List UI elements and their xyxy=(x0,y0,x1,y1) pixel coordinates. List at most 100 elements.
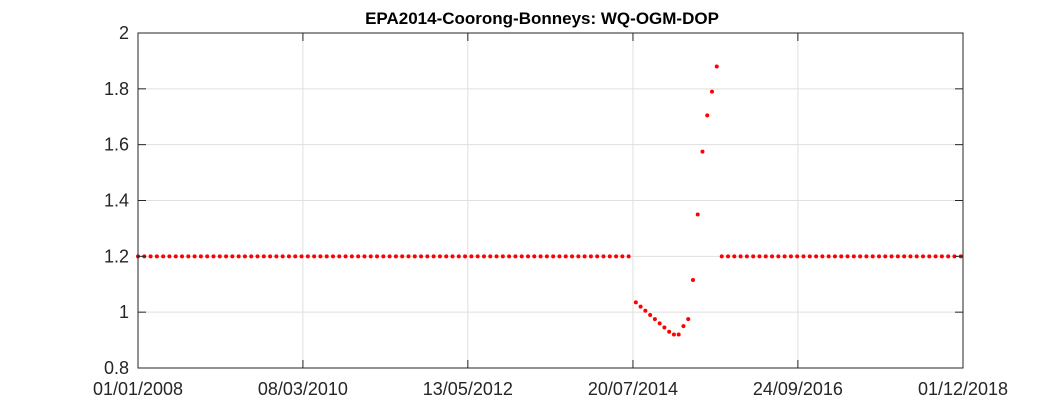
data-point xyxy=(198,254,203,259)
data-point xyxy=(469,254,474,259)
data-point xyxy=(695,212,700,217)
data-point xyxy=(217,254,222,259)
data-point xyxy=(889,254,894,259)
data-point xyxy=(286,254,291,259)
data-point xyxy=(312,254,317,259)
data-point xyxy=(726,254,731,259)
data-point xyxy=(826,254,831,259)
data-point xyxy=(437,254,442,259)
data-point xyxy=(557,254,562,259)
data-point xyxy=(255,254,260,259)
data-point xyxy=(274,254,279,259)
data-point xyxy=(475,254,480,259)
data-point xyxy=(167,254,172,259)
data-point xyxy=(820,254,825,259)
data-point xyxy=(500,254,505,259)
data-point xyxy=(814,254,819,259)
data-point xyxy=(795,254,800,259)
data-point xyxy=(914,254,919,259)
data-point xyxy=(638,304,643,309)
data-point xyxy=(393,254,398,259)
data-point xyxy=(532,254,537,259)
data-point xyxy=(870,254,875,259)
data-point xyxy=(933,254,938,259)
data-point xyxy=(419,254,424,259)
data-point xyxy=(626,254,631,259)
x-tick-label: 13/05/2012 xyxy=(423,379,513,399)
data-point xyxy=(299,254,304,259)
data-point xyxy=(676,332,681,337)
data-point xyxy=(406,254,411,259)
data-point xyxy=(444,254,449,259)
data-point xyxy=(412,254,417,259)
data-point xyxy=(375,254,380,259)
ticks-layer: 01/01/2008 08/03/2010 13/05/2012 20/07/2014… xyxy=(93,23,1008,399)
data-point xyxy=(236,254,241,259)
data-point xyxy=(324,254,329,259)
data-point xyxy=(705,113,710,118)
y-tick-label: 1.8 xyxy=(104,79,129,99)
x-tick-label: 01/12/2018 xyxy=(918,379,1008,399)
data-point xyxy=(400,254,405,259)
data-point xyxy=(763,254,768,259)
data-point xyxy=(425,254,430,259)
data-point xyxy=(387,254,392,259)
data-point xyxy=(268,254,273,259)
data-point xyxy=(356,254,361,259)
data-point xyxy=(318,254,323,259)
data-point xyxy=(788,254,793,259)
data-point xyxy=(662,325,667,330)
data-point xyxy=(614,254,619,259)
data-point xyxy=(946,254,951,259)
data-point xyxy=(770,254,775,259)
data-point xyxy=(700,149,705,154)
data-point xyxy=(186,254,191,259)
data-point xyxy=(230,254,235,259)
data-point xyxy=(337,254,342,259)
data-point xyxy=(450,254,455,259)
data-point xyxy=(883,254,888,259)
data-point xyxy=(902,254,907,259)
y-tick-label: 1.2 xyxy=(104,246,129,266)
data-point xyxy=(839,254,844,259)
data-point xyxy=(576,254,581,259)
data-point xyxy=(643,308,648,313)
data-point xyxy=(513,254,518,259)
data-point xyxy=(927,254,932,259)
data-point xyxy=(851,254,856,259)
data-point xyxy=(280,254,285,259)
data-point xyxy=(864,254,869,259)
data-point xyxy=(368,254,373,259)
data-point xyxy=(751,254,756,259)
data-point xyxy=(205,254,210,259)
data-point xyxy=(832,254,837,259)
data-point xyxy=(845,254,850,259)
data-point xyxy=(607,254,612,259)
data-point xyxy=(601,254,606,259)
data-point xyxy=(657,321,662,326)
data-point xyxy=(362,254,367,259)
data-point xyxy=(876,254,881,259)
data-point xyxy=(563,254,568,259)
chart-title: EPA2014-Coorong-Bonneys: WQ-OGM-DOP xyxy=(365,9,719,28)
data-point xyxy=(211,254,216,259)
data-point xyxy=(595,254,600,259)
data-point xyxy=(895,254,900,259)
data-points-layer xyxy=(136,64,963,337)
data-point xyxy=(456,254,461,259)
data-point xyxy=(293,254,298,259)
data-point xyxy=(738,254,743,259)
data-point xyxy=(224,254,229,259)
y-tick-label: 1.4 xyxy=(104,191,129,211)
data-point xyxy=(939,254,944,259)
data-point xyxy=(192,254,197,259)
data-point xyxy=(801,254,806,259)
data-point xyxy=(776,254,781,259)
y-tick-label: 1.6 xyxy=(104,135,129,155)
data-point xyxy=(648,312,653,317)
data-point xyxy=(633,300,638,305)
data-point xyxy=(732,254,737,259)
x-tick-label: 24/09/2016 xyxy=(753,379,843,399)
x-tick-label: 08/03/2010 xyxy=(258,379,348,399)
